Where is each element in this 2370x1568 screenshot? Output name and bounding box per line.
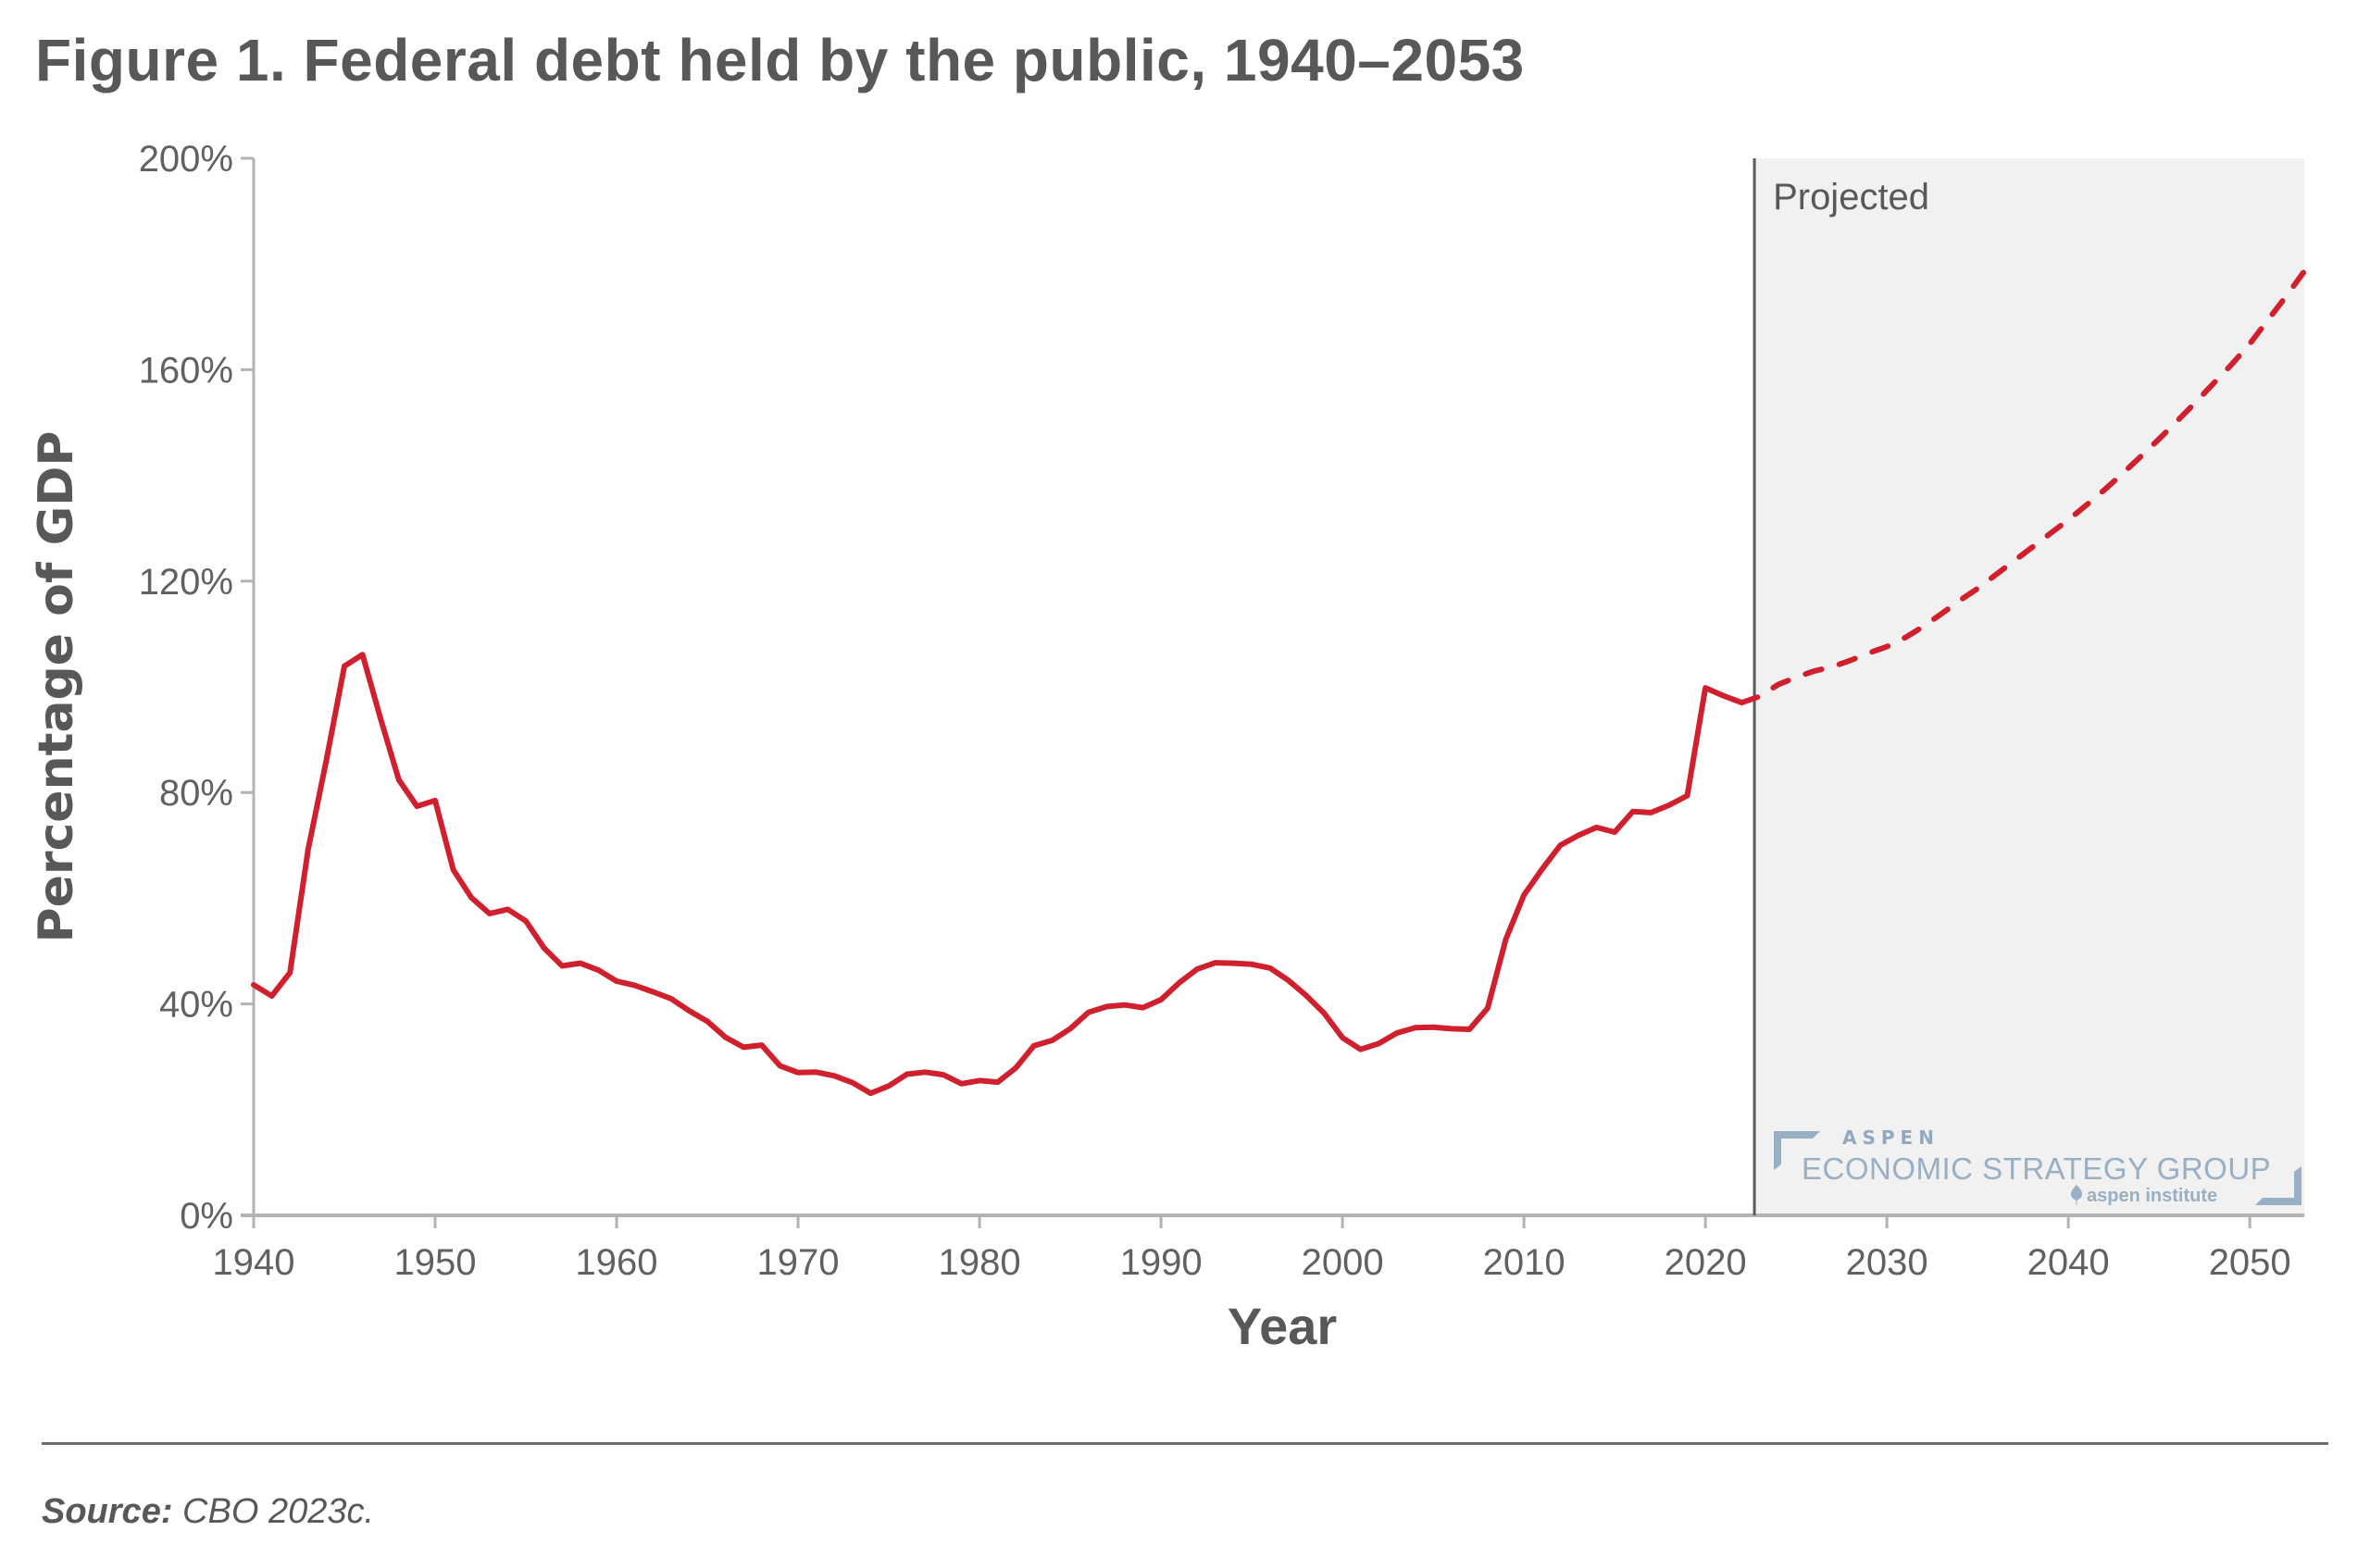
x-tick-label: 2040 [2027,1242,2110,1283]
x-tick-label: 2020 [1665,1242,1747,1283]
line-chart: 0% 40% 80% 120% 160% 200% 1940 1950 1960 1970 198… [29,139,2307,1355]
series-line-projected [1739,268,2307,706]
aspen-leaf-icon [2070,1185,2083,1205]
x-tick-label: 1990 [1120,1242,1203,1283]
x-axis: 1940 1950 1960 1970 1980 1990 2000 2010 2020 2030… [213,1213,2304,1283]
y-axis-title: Percentage of GDP [29,430,84,942]
y-tick-label: 200% [139,139,233,180]
x-tick-label: 1940 [213,1242,295,1283]
y-tick-label: 160% [139,350,233,391]
x-tick-label: 1950 [394,1242,477,1283]
source-note: Source: CBO 2023c. [42,1492,374,1532]
x-tick-label: 1960 [576,1242,658,1283]
y-tick-label: 40% [159,985,233,1026]
x-tick-label: 2030 [1846,1242,1928,1283]
x-tick-label: 1980 [939,1242,1021,1283]
footer-divider [42,1442,2328,1445]
x-tick-label: 2000 [1302,1242,1384,1283]
x-axis-title: Year [1228,1297,1337,1355]
series-group [251,268,2307,1097]
x-tick-label: 2050 [2209,1242,2291,1283]
series-line-actual [251,652,1745,1097]
logo-institute-text: aspen institute [2087,1186,2217,1206]
logo-aspen-text: ASPEN [1842,1126,1940,1149]
y-tick-label: 80% [159,773,233,814]
chart-title: Figure 1. Federal debt held by the publi… [35,27,1525,93]
x-tick-label: 1970 [757,1242,840,1283]
aspen-esg-logo: ASPEN ECONOMIC STRATEGY GROUP aspen inst… [1774,1126,2301,1206]
projected-label: Projected [1773,177,1929,218]
y-axis: 0% 40% 80% 120% 160% 200% [139,139,256,1237]
projected-region-shading [1754,158,2304,1215]
source-text: CBO 2023c. [182,1492,375,1531]
logo-bracket-bottom-right-icon [2255,1166,2301,1205]
logo-esg-text: ECONOMIC STRATEGY GROUP [1802,1151,2271,1186]
y-tick-label: 0% [180,1196,233,1237]
logo-bracket-top-left-icon [1774,1131,1820,1170]
y-tick-label: 120% [139,562,233,603]
x-tick-label: 2010 [1483,1242,1565,1283]
source-label: Source: [42,1492,173,1531]
